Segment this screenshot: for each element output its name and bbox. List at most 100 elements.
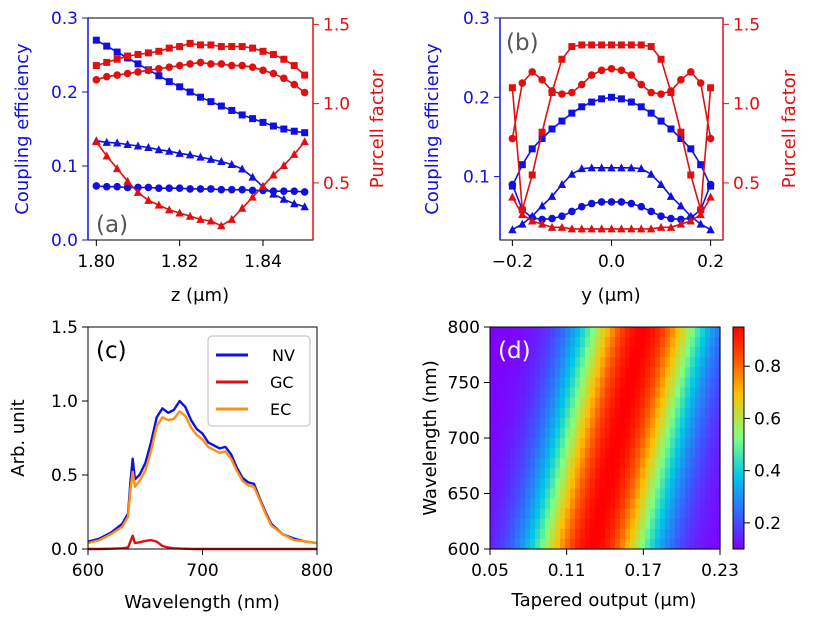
- heatmap-cell: [585, 357, 591, 368]
- heatmap-cell: [640, 347, 646, 358]
- panel-a-point: [186, 60, 194, 68]
- panel-a-point: [197, 93, 204, 101]
- heatmap-cell: [600, 438, 606, 449]
- panel-a-label: (a): [96, 212, 128, 238]
- panel-a-point: [228, 43, 236, 51]
- panel-b-point: [637, 224, 646, 233]
- heatmap-cell: [655, 407, 661, 419]
- heatmap-cell: [660, 347, 666, 358]
- heatmap-cell: [630, 448, 636, 459]
- heatmap-cell: [515, 387, 521, 399]
- heatmap-cell: [495, 407, 501, 419]
- heatmap-cell: [695, 367, 701, 379]
- heatmap-cell: [520, 357, 526, 368]
- heatmap-cell: [495, 327, 501, 338]
- heatmap-cell: [690, 407, 696, 419]
- heatmap-cell: [645, 417, 651, 429]
- heatmap-cell: [680, 377, 686, 389]
- colorbar-tick-label: 0.2: [754, 514, 781, 534]
- heatmap-cell: [655, 427, 661, 439]
- heatmap-cell: [650, 427, 656, 439]
- heatmap-cell: [605, 498, 611, 510]
- heatmap-cell: [595, 357, 601, 368]
- heatmap-cell: [495, 347, 501, 358]
- heatmap-cell: [690, 397, 696, 409]
- heatmap-cell: [500, 337, 506, 348]
- heatmap-cell: [520, 528, 526, 540]
- heatmap-cell: [540, 407, 546, 419]
- heatmap-cell: [630, 538, 636, 550]
- panel-a-point: [279, 194, 289, 203]
- panel-b-point: [706, 225, 715, 234]
- heatmap-cell: [670, 357, 676, 368]
- heatmap-cell: [615, 538, 621, 550]
- heatmap-cell: [665, 488, 671, 500]
- heatmap-cell: [580, 337, 586, 348]
- heatmap-cell: [535, 337, 541, 348]
- heatmap-cell: [565, 347, 571, 358]
- heatmap-cell: [570, 468, 576, 479]
- heatmap-cell: [620, 387, 626, 399]
- panel-b-ytick-right-label: 1.0: [733, 95, 760, 115]
- heatmap-cell: [650, 448, 656, 459]
- panel-b-point: [508, 180, 517, 189]
- heatmap-cell: [530, 417, 536, 429]
- heatmap-cell: [600, 458, 606, 469]
- heatmap-cell: [645, 438, 651, 449]
- heatmap-cell: [555, 337, 561, 348]
- heatmap-cell: [675, 397, 681, 409]
- heatmap-cell: [540, 438, 546, 449]
- heatmap-cell: [650, 518, 656, 530]
- heatmap-cell: [565, 468, 571, 479]
- panel-b-point: [617, 66, 626, 75]
- heatmap-cell: [490, 438, 496, 449]
- heatmap-cell: [715, 468, 721, 479]
- heatmap-cell: [525, 327, 531, 338]
- heatmap-cell: [535, 538, 541, 550]
- heatmap-cell: [570, 427, 576, 439]
- heatmap-cell: [570, 357, 576, 368]
- heatmap-cell: [590, 337, 596, 348]
- heatmap-cell: [515, 427, 521, 439]
- heatmap-cell: [580, 468, 586, 479]
- heatmap-cell: [635, 538, 641, 550]
- panel-a-point: [237, 164, 247, 173]
- heatmap-cell: [635, 528, 641, 540]
- panel-a-point: [206, 216, 216, 225]
- heatmap-cell: [635, 508, 641, 520]
- heatmap-cell: [560, 488, 566, 500]
- heatmap-cell: [635, 518, 641, 530]
- heatmap-cell: [575, 367, 581, 379]
- heatmap-cell: [535, 498, 541, 510]
- heatmap-cell: [705, 468, 711, 479]
- heatmap-cell: [515, 478, 521, 490]
- heatmap-cell: [490, 528, 496, 540]
- heatmap-cell: [615, 347, 621, 358]
- panel-a-point: [102, 182, 111, 191]
- heatmap-cell: [530, 448, 536, 459]
- panel-a-point: [290, 62, 298, 70]
- heatmap-cell: [585, 407, 591, 419]
- heatmap-cell: [515, 488, 521, 500]
- heatmap-cell: [610, 387, 616, 399]
- heatmap-cell: [695, 407, 701, 419]
- heatmap-cell: [515, 347, 521, 358]
- heatmap-cell: [565, 488, 571, 500]
- heatmap-cell: [580, 488, 586, 500]
- heatmap-cell: [675, 407, 681, 419]
- heatmap-cell: [585, 448, 591, 459]
- heatmap-cell: [605, 327, 611, 338]
- panel-c-legend: NV GC EC: [207, 335, 311, 427]
- heatmap-cell: [565, 337, 571, 348]
- heatmap-cell: [545, 337, 551, 348]
- heatmap-cell: [630, 327, 636, 338]
- heatmap-cell: [700, 458, 706, 469]
- panel-a-point: [300, 202, 309, 211]
- heatmap-cell: [700, 468, 706, 479]
- heatmap-cell: [540, 347, 546, 358]
- heatmap-cell: [585, 377, 591, 389]
- heatmap-cell: [550, 518, 556, 530]
- panel-b-point: [687, 145, 695, 153]
- heatmap-cell: [640, 407, 646, 419]
- heatmap-cell: [690, 377, 696, 389]
